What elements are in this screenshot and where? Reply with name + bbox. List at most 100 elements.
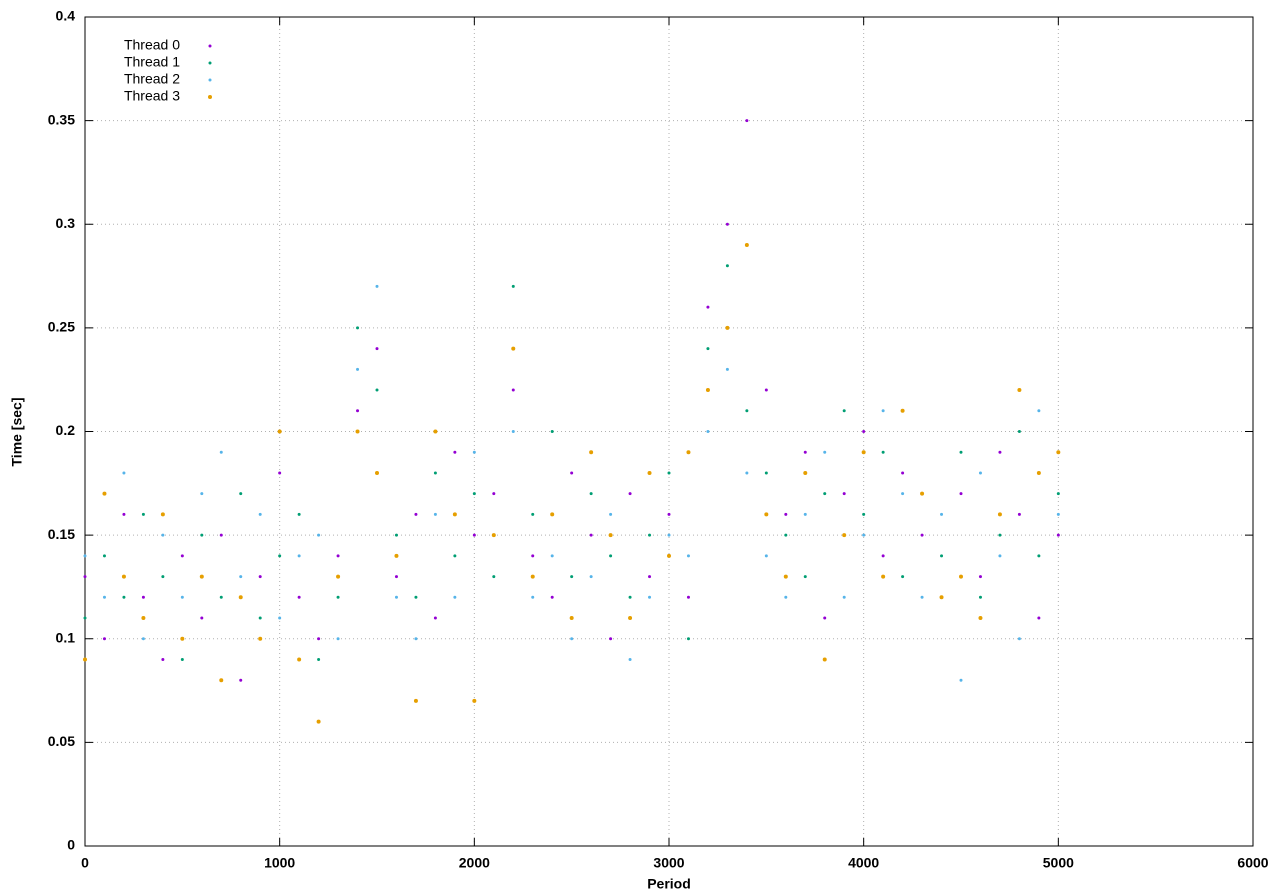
point — [783, 574, 788, 579]
point — [239, 678, 243, 682]
point — [881, 450, 885, 454]
point — [589, 450, 594, 455]
y-tick-label: 0 — [67, 837, 75, 853]
legend-marker — [208, 95, 212, 99]
point — [764, 554, 768, 558]
point — [842, 595, 846, 599]
point — [609, 512, 613, 516]
point — [258, 575, 262, 579]
point — [1056, 492, 1060, 496]
point — [433, 429, 438, 434]
point — [180, 636, 185, 641]
point — [648, 595, 652, 599]
legend-marker — [208, 44, 212, 48]
point — [570, 575, 574, 579]
point — [862, 512, 866, 516]
point — [823, 616, 827, 620]
point — [823, 492, 827, 496]
point — [764, 471, 768, 475]
point — [959, 574, 963, 579]
point — [122, 512, 126, 516]
point — [511, 284, 515, 288]
point — [83, 616, 87, 620]
point — [356, 367, 360, 371]
point — [102, 637, 106, 641]
point — [803, 450, 807, 454]
point — [239, 575, 243, 579]
point — [959, 450, 963, 454]
point — [141, 512, 145, 516]
point — [589, 575, 593, 579]
point — [297, 512, 301, 516]
point — [667, 533, 671, 537]
point — [570, 637, 574, 641]
point — [453, 554, 457, 558]
point — [1037, 409, 1041, 413]
x-tick-label: 6000 — [1237, 855, 1268, 871]
point — [901, 575, 905, 579]
point — [997, 512, 1002, 517]
point — [200, 533, 204, 537]
point — [1037, 616, 1041, 620]
point — [1036, 470, 1041, 475]
point — [901, 492, 905, 496]
point — [686, 637, 690, 641]
point — [862, 533, 866, 537]
point — [356, 409, 360, 413]
legend-label: Thread 1 — [124, 54, 180, 70]
point — [764, 512, 769, 517]
point — [180, 657, 184, 661]
point — [219, 678, 224, 683]
point — [901, 471, 905, 475]
point — [978, 575, 982, 579]
point — [1017, 512, 1021, 516]
point — [861, 450, 866, 455]
point — [258, 616, 262, 620]
point — [122, 595, 126, 599]
point — [278, 471, 282, 475]
point — [102, 554, 106, 558]
point — [472, 698, 477, 703]
point — [667, 553, 671, 558]
y-tick-label: 0.4 — [56, 8, 76, 24]
point — [842, 492, 846, 496]
point — [336, 595, 340, 599]
point — [278, 616, 282, 620]
point — [102, 491, 107, 496]
point — [199, 574, 204, 579]
point — [258, 636, 263, 641]
point — [686, 450, 691, 455]
legend-label: Thread 2 — [124, 71, 180, 87]
point — [725, 222, 729, 226]
point — [472, 492, 476, 496]
x-tick-label: 0 — [81, 855, 89, 871]
point — [121, 574, 126, 579]
point — [900, 408, 905, 413]
point — [278, 554, 282, 558]
point — [180, 595, 184, 599]
x-tick-label: 1000 — [264, 855, 295, 871]
point — [589, 533, 593, 537]
point — [297, 595, 301, 599]
point — [648, 575, 652, 579]
point — [1017, 637, 1021, 641]
y-tick-label: 0.1 — [56, 629, 76, 645]
point — [725, 367, 729, 371]
x-tick-label: 2000 — [459, 855, 490, 871]
point — [394, 595, 398, 599]
x-tick-label: 3000 — [653, 855, 684, 871]
point — [239, 492, 243, 496]
point — [569, 616, 574, 621]
point — [998, 554, 1002, 558]
legend-marker — [208, 61, 212, 65]
point — [433, 616, 437, 620]
point — [492, 492, 496, 496]
x-tick-label: 5000 — [1043, 855, 1074, 871]
point — [316, 719, 321, 724]
point — [803, 470, 808, 475]
point — [998, 533, 1002, 537]
point — [472, 450, 476, 454]
point — [1056, 533, 1060, 537]
point — [998, 450, 1002, 454]
point — [550, 554, 554, 558]
